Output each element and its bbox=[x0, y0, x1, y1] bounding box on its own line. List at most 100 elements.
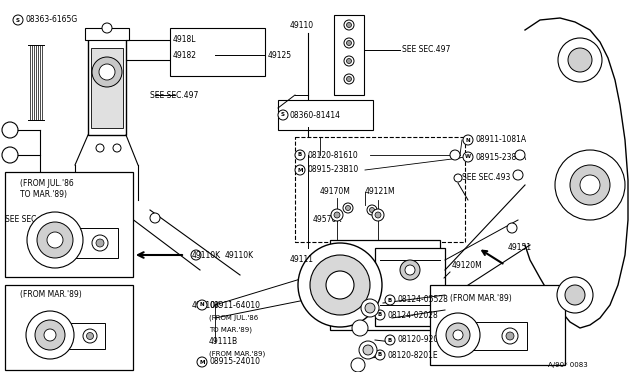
Bar bbox=[5, 172, 133, 277]
Circle shape bbox=[346, 41, 351, 45]
Circle shape bbox=[102, 23, 112, 33]
Circle shape bbox=[365, 303, 375, 313]
Text: 08915-2381A: 08915-2381A bbox=[475, 153, 526, 161]
Circle shape bbox=[454, 174, 462, 182]
Circle shape bbox=[197, 357, 207, 367]
Circle shape bbox=[367, 205, 377, 215]
Circle shape bbox=[96, 144, 104, 152]
Bar bbox=[334, 15, 364, 95]
Circle shape bbox=[295, 150, 305, 160]
Circle shape bbox=[400, 260, 420, 280]
Circle shape bbox=[99, 64, 115, 80]
Circle shape bbox=[570, 165, 610, 205]
Text: TO MAR.'89): TO MAR.'89) bbox=[209, 327, 252, 333]
Text: (FROM MAR.'89): (FROM MAR.'89) bbox=[450, 294, 512, 302]
Text: S: S bbox=[16, 17, 20, 22]
Circle shape bbox=[191, 250, 201, 260]
Circle shape bbox=[13, 15, 23, 25]
Bar bbox=[5, 285, 133, 370]
Text: B: B bbox=[378, 353, 382, 357]
Circle shape bbox=[44, 329, 56, 341]
Text: (FROM MAR.'89): (FROM MAR.'89) bbox=[209, 351, 265, 357]
Circle shape bbox=[346, 205, 351, 211]
Circle shape bbox=[565, 285, 585, 305]
Text: 49111: 49111 bbox=[290, 256, 314, 264]
Circle shape bbox=[557, 277, 593, 313]
Text: 49570K: 49570K bbox=[313, 215, 342, 224]
Text: 49182: 49182 bbox=[173, 51, 197, 60]
Bar bbox=[170, 28, 265, 76]
Circle shape bbox=[375, 212, 381, 218]
Circle shape bbox=[351, 358, 365, 372]
Circle shape bbox=[331, 209, 343, 221]
Text: 49121M: 49121M bbox=[365, 187, 396, 196]
Circle shape bbox=[568, 48, 592, 72]
Text: 49151: 49151 bbox=[508, 244, 532, 253]
Circle shape bbox=[197, 300, 207, 310]
Circle shape bbox=[92, 57, 122, 87]
Circle shape bbox=[298, 243, 382, 327]
Bar bbox=[430, 285, 565, 365]
Text: N: N bbox=[200, 302, 204, 308]
Text: (FROM MAR.'89): (FROM MAR.'89) bbox=[20, 291, 82, 299]
Bar bbox=[472, 322, 527, 350]
Circle shape bbox=[375, 310, 385, 320]
Circle shape bbox=[463, 152, 473, 162]
Circle shape bbox=[450, 150, 460, 160]
Bar bbox=[295, 137, 465, 242]
Text: SEE SEC.493: SEE SEC.493 bbox=[462, 173, 510, 183]
Circle shape bbox=[344, 38, 354, 48]
Circle shape bbox=[86, 333, 93, 340]
Text: 4918L: 4918L bbox=[173, 35, 196, 44]
Circle shape bbox=[375, 350, 385, 360]
Circle shape bbox=[555, 150, 625, 220]
Text: N: N bbox=[466, 138, 470, 142]
Circle shape bbox=[2, 147, 18, 163]
Circle shape bbox=[113, 144, 121, 152]
Circle shape bbox=[47, 232, 63, 248]
Text: 49110K: 49110K bbox=[192, 250, 221, 260]
Circle shape bbox=[385, 335, 395, 345]
Circle shape bbox=[363, 345, 373, 355]
Text: 08124-02028: 08124-02028 bbox=[387, 311, 438, 320]
Bar bbox=[85, 28, 129, 40]
Circle shape bbox=[326, 271, 354, 299]
Text: (FROM JUL.'86: (FROM JUL.'86 bbox=[20, 179, 74, 187]
Circle shape bbox=[463, 135, 473, 145]
Circle shape bbox=[334, 212, 340, 218]
Circle shape bbox=[344, 74, 354, 84]
Circle shape bbox=[515, 150, 525, 160]
Text: M: M bbox=[199, 359, 205, 365]
Circle shape bbox=[83, 329, 97, 343]
Circle shape bbox=[344, 20, 354, 30]
Circle shape bbox=[405, 265, 415, 275]
Circle shape bbox=[453, 330, 463, 340]
Text: 08120-9201E: 08120-9201E bbox=[397, 336, 448, 344]
Text: B: B bbox=[388, 298, 392, 302]
Circle shape bbox=[346, 77, 351, 81]
Circle shape bbox=[278, 110, 288, 120]
Text: 08120-8201E: 08120-8201E bbox=[387, 350, 438, 359]
Text: B: B bbox=[298, 153, 302, 157]
Bar bbox=[73, 228, 118, 258]
Circle shape bbox=[26, 311, 74, 359]
Circle shape bbox=[369, 208, 374, 212]
Bar bbox=[88, 35, 126, 135]
Circle shape bbox=[359, 341, 377, 359]
Text: SEE SEC.497: SEE SEC.497 bbox=[5, 215, 53, 224]
Text: 49125: 49125 bbox=[268, 51, 292, 60]
Text: 08360-81414: 08360-81414 bbox=[290, 110, 341, 119]
Text: M: M bbox=[297, 167, 303, 173]
Circle shape bbox=[372, 209, 384, 221]
Circle shape bbox=[27, 212, 83, 268]
Bar bbox=[330, 240, 440, 330]
Circle shape bbox=[513, 170, 523, 180]
Circle shape bbox=[344, 56, 354, 66]
Text: (FROM JUL.'86: (FROM JUL.'86 bbox=[209, 315, 259, 321]
Bar bbox=[375, 248, 445, 326]
Circle shape bbox=[295, 165, 305, 175]
Text: SEE SEC.497: SEE SEC.497 bbox=[402, 45, 451, 55]
Circle shape bbox=[343, 203, 353, 213]
Circle shape bbox=[580, 175, 600, 195]
Text: 49120M: 49120M bbox=[452, 260, 483, 269]
